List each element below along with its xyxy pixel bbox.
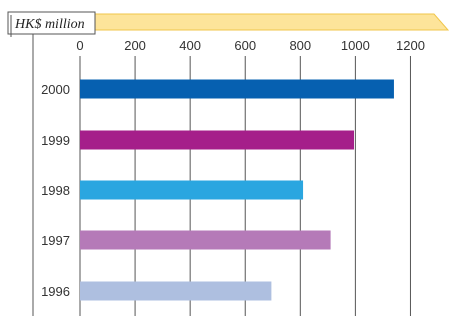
bar-1999: [80, 130, 355, 150]
bars: [80, 79, 394, 301]
x-tick-label-0: 0: [76, 38, 83, 53]
x-tick-label-400: 400: [179, 38, 201, 53]
x-tick-label-200: 200: [124, 38, 146, 53]
bar-1997: [80, 230, 331, 250]
unit-label: HK$ million: [14, 17, 85, 32]
category-labels: 2000 1999 1998 1997 1996: [41, 82, 70, 299]
category-label-1997: 1997: [41, 233, 70, 248]
category-label-1998: 1998: [41, 183, 70, 198]
x-axis-ticks: 0 200 400 600 800 1000 1200: [76, 38, 425, 53]
category-label-2000: 2000: [41, 82, 70, 97]
category-label-1996: 1996: [41, 284, 70, 299]
header-band: [91, 13, 450, 31]
unit-label-box: [7, 11, 96, 35]
category-label-1999: 1999: [41, 133, 70, 148]
x-tick-label-600: 600: [234, 38, 256, 53]
x-tick-label-1000: 1000: [341, 38, 370, 53]
bar-1996: [80, 281, 272, 301]
bar-1998: [80, 180, 304, 200]
x-tick-label-1200: 1200: [396, 38, 425, 53]
x-tick-label-800: 800: [289, 38, 311, 53]
bar-2000: [80, 79, 394, 99]
